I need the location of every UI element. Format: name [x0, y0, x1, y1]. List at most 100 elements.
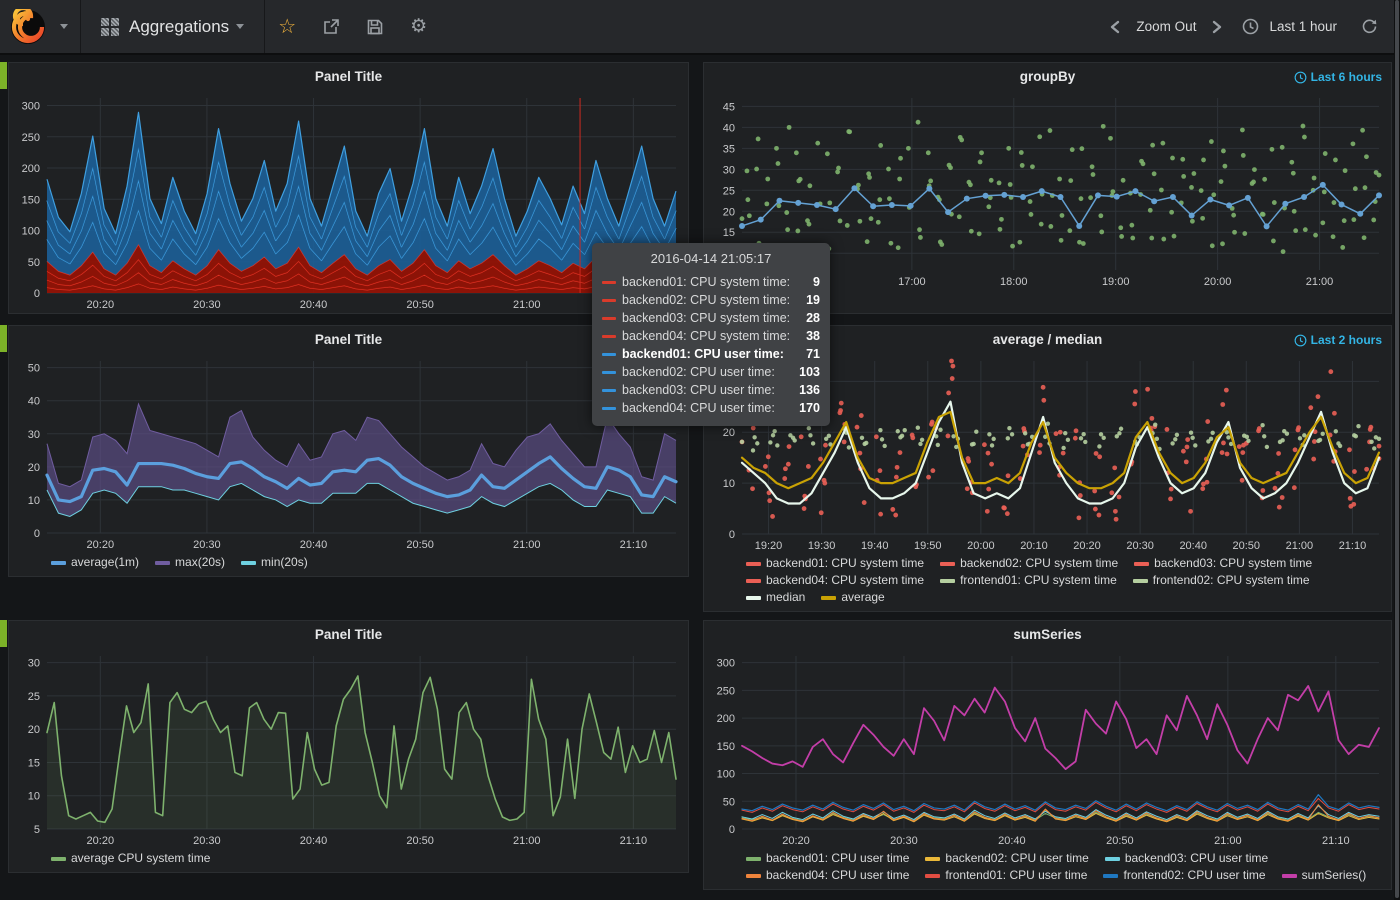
series-color-dash: [602, 280, 616, 284]
legend-item[interactable]: average(1m): [51, 554, 139, 571]
grafana-menu-button[interactable]: [0, 0, 81, 53]
panel-title[interactable]: Panel Title: [314, 69, 383, 84]
tooltip-series-row: backend03: CPU system time: 28: [602, 309, 820, 327]
time-shift-right-button[interactable]: [1204, 18, 1230, 36]
svg-text:21:00: 21:00: [1214, 835, 1242, 847]
svg-text:20:20: 20:20: [87, 539, 115, 551]
panel-sumseries: sumSeries 20:20 20:30 20:40 20:50 21:00 21:10…: [703, 620, 1392, 890]
tooltip-timestamp: 2016-04-14 21:05:17: [650, 251, 772, 266]
legend-item[interactable]: backend04: CPU system time: [746, 572, 924, 589]
legend-color-swatch: [940, 561, 956, 566]
legend-item[interactable]: frontend02: CPU system time: [1132, 572, 1310, 589]
svg-text:150: 150: [22, 194, 40, 206]
series-color-dash: [602, 298, 616, 302]
legend-item[interactable]: backend03: CPU user time: [1104, 850, 1269, 867]
legend-item[interactable]: min(20s): [241, 554, 308, 571]
legend-item[interactable]: median: [746, 589, 805, 606]
legend-item[interactable]: frontend02: CPU user time: [1103, 867, 1266, 884]
svg-text:20:30: 20:30: [193, 299, 221, 311]
panel-title[interactable]: sumSeries: [1013, 627, 1082, 642]
tooltip-series-value: 103: [799, 365, 820, 379]
legend-label: min(20s): [261, 555, 308, 569]
svg-text:30: 30: [723, 164, 735, 176]
chevron-right-icon: [1213, 20, 1222, 33]
svg-text:19:20: 19:20: [755, 540, 783, 552]
svg-text:150: 150: [717, 741, 735, 753]
chart-plot[interactable]: 20:2020:3020:4020:5021:0021:100501001502…: [9, 90, 688, 313]
scrollbar-track[interactable]: [1394, 0, 1400, 900]
svg-text:20:20: 20:20: [87, 835, 115, 847]
legend-item[interactable]: sumSeries(): [1281, 867, 1366, 884]
legend-item[interactable]: backend01: CPU system time: [746, 555, 924, 572]
panel-groupby: groupBy Last 6 hours 17:00 18:00 19:00 20:0…: [703, 62, 1392, 314]
legend-item[interactable]: frontend01: CPU user time: [925, 867, 1087, 884]
legend-item[interactable]: backend02: CPU user time: [925, 850, 1089, 867]
legend-color-swatch: [746, 561, 761, 566]
legend-item[interactable]: max(20s): [155, 554, 225, 571]
svg-text:20: 20: [28, 724, 40, 736]
panel-title[interactable]: average / median: [992, 332, 1103, 347]
svg-text:50: 50: [28, 363, 40, 375]
svg-text:30: 30: [28, 429, 40, 441]
series-color-dash: [602, 316, 616, 320]
svg-text:45: 45: [723, 101, 735, 113]
svg-text:21:00: 21:00: [513, 835, 541, 847]
svg-text:25: 25: [28, 691, 40, 703]
legend-item[interactable]: backend01: CPU user time: [746, 850, 909, 867]
zoom-out-button[interactable]: Zoom Out: [1136, 19, 1197, 34]
row-toggle-handle[interactable]: [0, 620, 7, 647]
chart-plot[interactable]: 20:20 20:30 20:40 20:50 21:00 21:10 0 10 20 30 40 5…: [9, 353, 688, 553]
svg-text:0: 0: [729, 824, 735, 836]
time-shift-left-button[interactable]: [1102, 18, 1128, 36]
tooltip-rows: backend01: CPU system time: 9 backend02: C…: [602, 273, 820, 417]
legend-label: frontend01: CPU user time: [945, 868, 1088, 882]
legend-item[interactable]: average: [821, 589, 885, 606]
share-button[interactable]: [309, 18, 353, 36]
row-toggle-handle[interactable]: [0, 62, 7, 89]
legend-item[interactable]: backend03: CPU system time: [1134, 555, 1312, 572]
tooltip-series-label: backend04: CPU system time:: [622, 329, 791, 343]
favorite-star-button[interactable]: ☆: [278, 16, 297, 38]
panel-title[interactable]: Panel Title: [314, 627, 383, 642]
save-icon: [367, 19, 383, 34]
dashboard-picker[interactable]: Aggregations: [81, 0, 266, 53]
settings-button[interactable]: ⚙: [410, 16, 428, 37]
svg-text:17:00: 17:00: [898, 276, 926, 288]
svg-text:21:10: 21:10: [1339, 540, 1367, 552]
panel-title[interactable]: groupBy: [1019, 69, 1076, 84]
legend-item[interactable]: backend02: CPU system time: [940, 555, 1118, 572]
time-range-picker[interactable]: Last 1 hour: [1234, 18, 1349, 35]
legend-label: frontend01: CPU system time: [960, 573, 1117, 587]
grafana-logo-icon: [11, 8, 45, 44]
chart-plot[interactable]: 20:20 20:30 20:40 20:50 21:00 21:10 5 10 15 20 25 3…: [9, 648, 688, 849]
tooltip-series-value: 71: [806, 347, 820, 361]
legend-item[interactable]: average CPU system time: [51, 850, 210, 867]
legend-label: backend03: CPU user time: [1124, 851, 1269, 865]
svg-text:300: 300: [717, 658, 735, 670]
row-toggle-handle[interactable]: [0, 325, 7, 352]
chart-plot[interactable]: 17:0018:0019:0020:0021:00101520253035404…: [704, 90, 1391, 290]
svg-text:20:30: 20:30: [890, 835, 918, 847]
svg-text:19:50: 19:50: [914, 540, 942, 552]
svg-text:10: 10: [723, 478, 735, 490]
tooltip-series-label: backend03: CPU system time:: [622, 311, 791, 325]
legend-item[interactable]: frontend01: CPU system time: [940, 572, 1117, 589]
svg-text:250: 250: [22, 132, 40, 144]
svg-text:18:00: 18:00: [1000, 276, 1028, 288]
svg-text:19:40: 19:40: [861, 540, 889, 552]
tooltip-series-row: backend01: CPU user time: 71: [602, 345, 820, 363]
legend-label: backend03: CPU system time: [1154, 556, 1313, 570]
dashboard-title: Aggregations: [129, 16, 230, 36]
scrollbar-thumb[interactable]: [1395, 0, 1399, 898]
refresh-button[interactable]: [1353, 18, 1386, 35]
save-button[interactable]: [353, 18, 397, 36]
tooltip-series-label: backend02: CPU system time:: [622, 293, 791, 307]
legend-label: median: [766, 590, 806, 604]
svg-text:20:50: 20:50: [1106, 835, 1134, 847]
panel-title[interactable]: Panel Title: [314, 332, 383, 347]
svg-text:21:10: 21:10: [620, 835, 648, 847]
legend-item[interactable]: backend04: CPU user time: [746, 867, 909, 884]
svg-text:21:10: 21:10: [620, 539, 648, 551]
legend-color-swatch: [746, 578, 761, 583]
